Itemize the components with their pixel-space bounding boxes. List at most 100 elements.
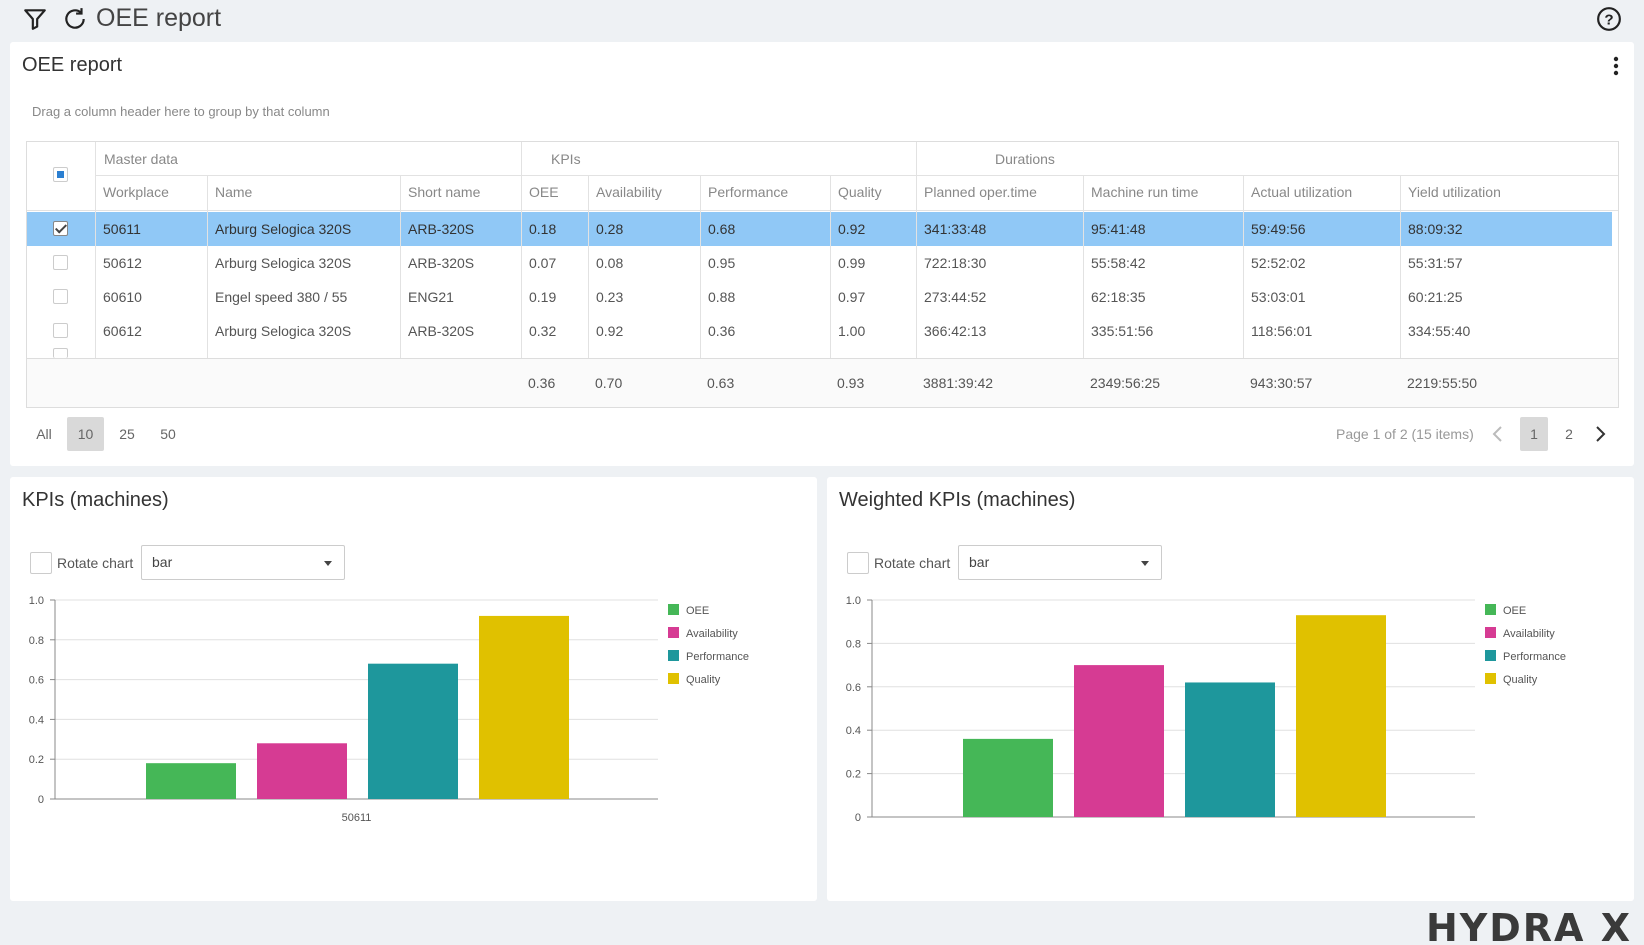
- table-cell: 341:33:48: [924, 221, 987, 237]
- column-header-planned-oper-time[interactable]: Planned oper.time: [924, 184, 1037, 200]
- bar-oee: [146, 763, 236, 799]
- table-cell: 0.19: [529, 289, 557, 305]
- bar-availability: [1074, 665, 1164, 817]
- weighted-kpi-bar-chart: 0 0.2 0.4 0.6 0.8 1.0 OEE Availability Performan…: [846, 595, 1566, 824]
- table-cell: 0.92: [838, 221, 866, 237]
- column-header-workplace[interactable]: Workplace: [103, 184, 169, 200]
- y-tick-label: 0.6: [29, 675, 44, 687]
- table-cell: 118:56:01: [1251, 323, 1313, 339]
- page-info: Page 1 of 2 (15 items): [1336, 426, 1474, 442]
- y-tick-label: 0: [855, 812, 861, 824]
- legend-swatch: [668, 604, 679, 615]
- table-cell: ARB-320S: [408, 323, 475, 339]
- column-divider: [588, 176, 589, 358]
- table-cell: Arburg Selogica 320S: [215, 323, 352, 339]
- group-header-kpis[interactable]: KPIs: [551, 151, 581, 167]
- chevron-down-icon: [1141, 561, 1149, 566]
- row-checkbox[interactable]: [53, 323, 68, 338]
- row-checkbox[interactable]: [53, 221, 68, 236]
- total-cell: 2219:55:50: [1407, 375, 1478, 391]
- table-cell: 722:18:30: [924, 255, 987, 271]
- column-header-oee[interactable]: OEE: [529, 184, 559, 200]
- legend-label: OEE: [1503, 605, 1526, 617]
- table-cell: 1.00: [838, 323, 866, 339]
- table-cell: 335:51:56: [1091, 323, 1154, 339]
- legend-swatch: [1485, 673, 1496, 684]
- column-header-performance[interactable]: Performance: [708, 184, 789, 200]
- total-cell: 3881:39:42: [923, 375, 994, 391]
- header-divider: [27, 210, 1618, 211]
- page-button-1[interactable]: 1: [1520, 417, 1548, 451]
- page-button-2[interactable]: 2: [1565, 426, 1573, 442]
- total-cell: 0.93: [837, 375, 865, 391]
- chart-type-select[interactable]: bar: [958, 545, 1162, 580]
- chevron-left-icon[interactable]: [1490, 424, 1506, 444]
- page-size-all[interactable]: All: [36, 426, 52, 442]
- table-cell: 59:49:56: [1251, 221, 1306, 237]
- refresh-icon[interactable]: [62, 6, 88, 32]
- table-cell: 0.08: [596, 255, 624, 271]
- total-cell: 2349:56:25: [1090, 375, 1161, 391]
- table-cell: 366:42:13: [924, 323, 987, 339]
- legend-swatch: [1485, 604, 1496, 615]
- column-divider: [1083, 176, 1084, 358]
- table-cell: 0.07: [529, 255, 557, 271]
- page-size-50[interactable]: 50: [160, 426, 176, 442]
- row-checkbox[interactable]: [53, 255, 68, 270]
- group-header-durations[interactable]: Durations: [995, 151, 1055, 167]
- table-cell: 0.68: [708, 221, 736, 237]
- y-tick-label: 0.4: [29, 714, 44, 726]
- table-cell: 55:31:57: [1408, 255, 1463, 271]
- row-checkbox[interactable]: [53, 289, 68, 304]
- top-bar: OEE report ?: [0, 0, 1644, 40]
- page-size-10[interactable]: 10: [67, 417, 104, 451]
- row-checkbox[interactable]: [53, 348, 68, 358]
- rotate-chart-checkbox[interactable]: [30, 552, 52, 574]
- table-cell: ARB-320S: [408, 255, 475, 271]
- y-tick-label: 0.2: [29, 754, 44, 766]
- bar-quality: [1296, 615, 1386, 817]
- bar-oee: [963, 738, 1053, 817]
- column-header-availability[interactable]: Availability: [596, 184, 662, 200]
- column-header-yield-utilization[interactable]: Yield utilization: [1408, 184, 1501, 200]
- legend-swatch: [668, 650, 679, 661]
- bar-performance: [368, 663, 458, 799]
- bar-availability: [257, 743, 347, 799]
- select-all-checkbox[interactable]: [53, 167, 68, 182]
- column-divider: [400, 176, 401, 358]
- total-cell: 0.36: [528, 375, 556, 391]
- total-cell: 943:30:57: [1250, 375, 1313, 391]
- column-divider: [700, 176, 701, 358]
- page-size-25[interactable]: 25: [119, 426, 135, 442]
- column-header-actual-utilization[interactable]: Actual utilization: [1251, 184, 1353, 200]
- chart-type-value: bar: [152, 554, 173, 570]
- table-cell: 60612: [103, 323, 142, 339]
- column-divider: [521, 142, 522, 358]
- x-tick-label: 50611: [342, 812, 372, 824]
- table-cell: 52:52:02: [1251, 255, 1306, 271]
- chart-type-select[interactable]: bar: [141, 545, 345, 580]
- legend-label: Performance: [1503, 651, 1566, 663]
- more-menu-icon[interactable]: [1610, 54, 1622, 78]
- table-cell: 50611: [103, 221, 141, 237]
- y-tick-label: 0.8: [846, 638, 861, 650]
- column-header-quality[interactable]: Quality: [838, 184, 882, 200]
- chevron-right-icon[interactable]: [1592, 424, 1608, 444]
- legend-swatch: [1485, 650, 1496, 661]
- legend-label: Availability: [1503, 628, 1555, 640]
- column-header-name[interactable]: Name: [215, 184, 253, 200]
- group-header-master-data[interactable]: Master data: [104, 151, 178, 167]
- rotate-chart-checkbox[interactable]: [847, 552, 869, 574]
- filter-icon[interactable]: [22, 6, 48, 32]
- total-cell: 0.63: [707, 375, 735, 391]
- hydra-x-logo: HYDRA X: [1425, 906, 1632, 945]
- column-divider: [1243, 176, 1244, 358]
- table-cell: 60:21:25: [1408, 289, 1463, 305]
- table-cell: 273:44:52: [924, 289, 987, 305]
- table-cell: 55:58:42: [1091, 255, 1146, 271]
- column-header-short-name[interactable]: Short name: [408, 184, 481, 200]
- help-icon[interactable]: ?: [1596, 6, 1622, 32]
- header-divider: [96, 175, 1618, 176]
- column-header-machine-run-time[interactable]: Machine run time: [1091, 184, 1199, 200]
- table-cell: 0.95: [708, 255, 736, 271]
